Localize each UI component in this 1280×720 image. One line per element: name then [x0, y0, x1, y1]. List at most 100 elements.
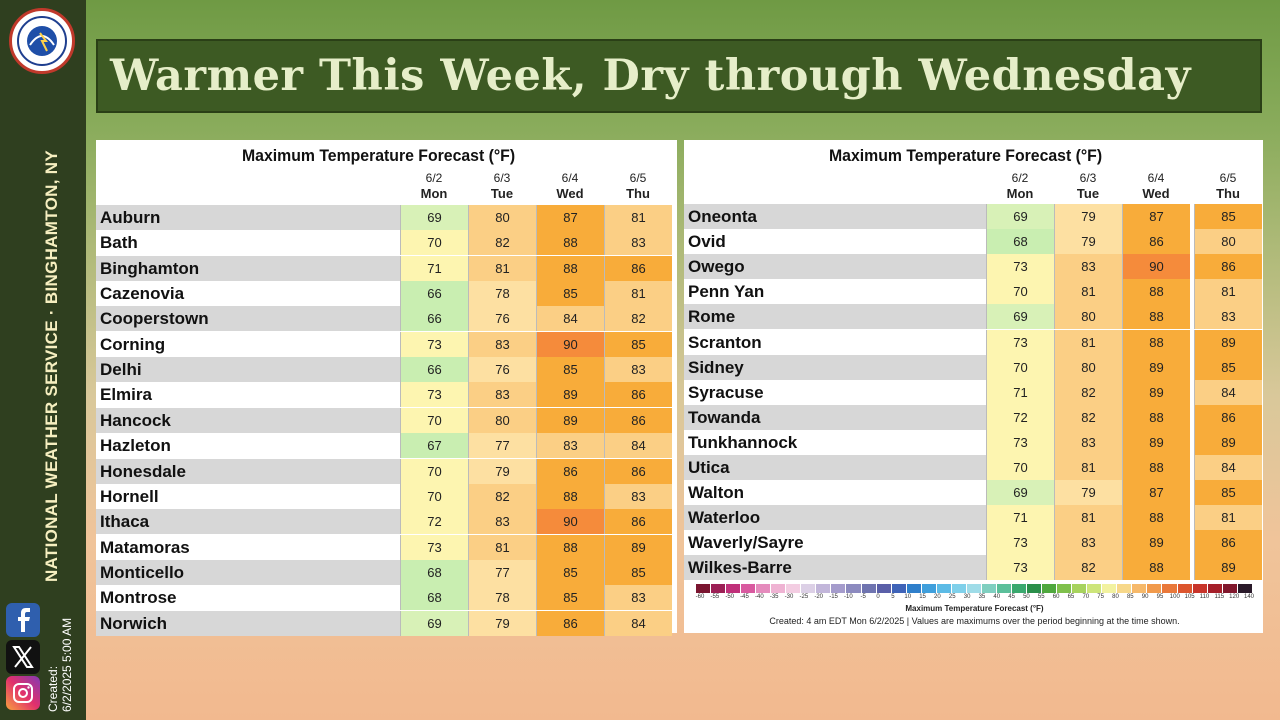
legend-color-bar	[696, 584, 1253, 593]
temp-cell: 85	[1194, 354, 1262, 380]
temp-cell: 85	[1194, 480, 1262, 506]
facebook-icon[interactable]	[6, 603, 40, 637]
city-name: Norwich	[96, 610, 400, 636]
legend-swatch	[1207, 584, 1223, 593]
legend-tick: 75	[1097, 594, 1104, 600]
table-row: Rome 69 80 88 83	[684, 304, 1262, 330]
temp-cell: 81	[1054, 505, 1122, 531]
temp-cell: 83	[1054, 530, 1122, 556]
temp-cell: 85	[536, 281, 604, 307]
legend-tick: -40	[755, 594, 764, 600]
legend-swatch	[1042, 584, 1058, 593]
legend-swatch	[741, 584, 757, 593]
temp-cell: 80	[1054, 354, 1122, 380]
legend-swatch	[786, 584, 802, 593]
legend-swatch	[906, 584, 922, 593]
table-row: Waverly/Sayre 73 83 89 86	[684, 530, 1262, 556]
temp-cell: 66	[400, 281, 468, 307]
temp-cell: 88	[536, 230, 604, 256]
column-header-mon: 6/2 Mon	[986, 170, 1054, 202]
temp-cell: 69	[986, 480, 1054, 506]
table-row: Syracuse 71 82 89 84	[684, 379, 1262, 405]
city-name: Utica	[684, 455, 986, 480]
legend-tick: 80	[1112, 594, 1119, 600]
temp-cell: 80	[1194, 229, 1262, 255]
table-row: Norwich 69 79 86 84	[96, 610, 672, 636]
temp-cell: 89	[1122, 379, 1190, 405]
temp-cell: 86	[604, 509, 672, 535]
legend-swatch	[951, 584, 967, 593]
office-name: NATIONAL WEATHER SERVICE · BINGHAMTON, N…	[42, 150, 61, 582]
temp-cell: 85	[536, 585, 604, 611]
column-header-tue: 6/3 Tue	[1054, 170, 1122, 202]
temp-cell: 86	[1122, 229, 1190, 255]
forecast-table-left: Maximum Temperature Forecast (°F) 6/2 Mon…	[96, 140, 677, 636]
temp-cell: 86	[536, 458, 604, 484]
legend-swatch	[1011, 584, 1028, 593]
column-day: Mon	[420, 186, 448, 201]
column-header-wed: 6/4 Wed	[1122, 170, 1190, 202]
temp-cell: 78	[468, 281, 536, 307]
temp-cell: 83	[604, 357, 672, 383]
legend-tick: 115	[1214, 594, 1225, 600]
city-name: Cazenovia	[96, 281, 400, 307]
column-date: 6/4	[1147, 171, 1165, 185]
table-row: Matamoras 73 81 88 89	[96, 534, 672, 560]
legend-swatch	[1177, 584, 1193, 593]
table-row: Cooperstown 66 76 84 82	[96, 306, 672, 332]
temp-cell: 88	[1122, 329, 1190, 355]
table-row: Corning 73 83 90 85	[96, 331, 672, 357]
temp-cell: 85	[536, 559, 604, 585]
table-row: Sidney 70 80 89 85	[684, 354, 1262, 380]
legend-swatch	[726, 584, 742, 593]
legend-tick: -60	[695, 594, 705, 600]
legend-swatch	[1237, 584, 1253, 593]
table-row: Utica 70 81 88 84	[684, 455, 1262, 480]
x-twitter-icon[interactable]	[6, 640, 40, 674]
instagram-icon[interactable]	[6, 676, 40, 710]
legend-tick: 20	[934, 594, 941, 600]
nws-logo	[9, 8, 75, 74]
legend-tick: 140	[1243, 594, 1255, 600]
temp-cell: 81	[468, 534, 536, 560]
column-day: Thu	[626, 186, 650, 201]
table-row: Honesdale 70 79 86 86	[96, 458, 672, 484]
temp-cell: 73	[400, 534, 468, 560]
table-row: Auburn 69 80 87 81	[96, 205, 672, 230]
legend-swatch	[996, 584, 1012, 593]
table-row: Tunkhannock 73 83 89 89	[684, 429, 1262, 455]
city-name: Owego	[684, 254, 986, 280]
temp-cell: 68	[400, 559, 468, 585]
temp-cell: 71	[986, 505, 1054, 531]
legend-tick: 85	[1126, 594, 1134, 600]
temp-cell: 89	[604, 534, 672, 560]
legend-swatch	[1087, 584, 1103, 593]
temp-cell: 70	[986, 455, 1054, 480]
legend-tick: 5	[891, 594, 895, 600]
temp-cell: 79	[468, 458, 536, 484]
city-name: Towanda	[684, 404, 986, 430]
temp-cell: 79	[1054, 229, 1122, 255]
legend-swatch	[1147, 584, 1163, 593]
city-name: Penn Yan	[684, 279, 986, 305]
temp-cell: 87	[536, 205, 604, 230]
legend-tick: -50	[725, 594, 735, 600]
legend-tick: 90	[1141, 594, 1149, 600]
temp-cell: 86	[604, 382, 672, 408]
legend-swatch	[1072, 584, 1088, 593]
legend-tick: 120	[1229, 594, 1240, 600]
temp-cell: 70	[986, 354, 1054, 380]
city-name: Honesdale	[96, 458, 400, 484]
temp-cell: 84	[604, 433, 672, 459]
temp-cell: 69	[986, 204, 1054, 229]
temp-cell: 77	[468, 433, 536, 459]
column-header-thu: 6/5 Thu	[604, 170, 672, 202]
temp-cell: 81	[1054, 329, 1122, 355]
legend-swatch	[711, 584, 727, 593]
city-name: Wilkes-Barre	[684, 555, 986, 581]
table-row: Ithaca 72 83 90 86	[96, 509, 672, 535]
legend-tick: 105	[1184, 594, 1195, 600]
temp-cell: 73	[986, 555, 1054, 581]
temp-cell: 81	[604, 281, 672, 307]
column-day: Tue	[490, 186, 514, 201]
